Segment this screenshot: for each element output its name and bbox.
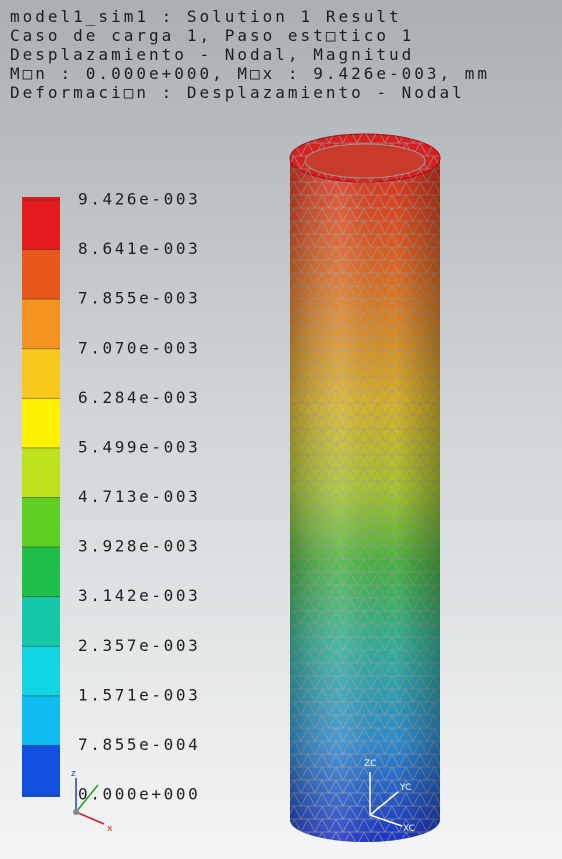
color-band: [22, 498, 60, 548]
axis-label: ZC: [364, 759, 376, 769]
color-band: [22, 547, 60, 597]
legend-label: 7.070e-003: [78, 338, 200, 357]
legend-label: 7.855e-004: [78, 735, 200, 754]
legend-label: 5.499e-003: [78, 437, 200, 456]
axis-label: XC: [403, 824, 415, 834]
color-band: [22, 597, 60, 647]
legend-label: 2.357e-003: [78, 636, 200, 655]
legend-label: 1.571e-003: [78, 685, 200, 704]
header-line: model1_sim1 : Solution 1 Result: [10, 7, 402, 26]
cylinder: [288, 130, 442, 850]
origin: [73, 809, 79, 815]
shading: [288, 130, 442, 850]
legend-label: 9.426e-003: [78, 190, 200, 209]
color-band: [22, 200, 60, 250]
legend-label: 6.284e-003: [78, 388, 200, 407]
header-line: Desplazamiento - Nodal, Magnitud: [10, 45, 414, 64]
color-band: [22, 299, 60, 349]
legend-label: 3.142e-003: [78, 586, 200, 605]
axis-label: x: [107, 824, 113, 834]
header-line: Caso de carga 1, Paso est□tico 1: [10, 26, 414, 45]
header-line: M□n : 0.000e+000, M□x : 9.426e-003, mm: [10, 64, 490, 83]
legend-label: 8.641e-003: [78, 239, 200, 258]
color-band: [22, 448, 60, 498]
color-band: [22, 696, 60, 746]
color-band: [22, 745, 60, 795]
axis-label: YC: [399, 783, 411, 793]
color-band: [22, 398, 60, 448]
color-band: [22, 250, 60, 300]
inner-bore: [305, 144, 425, 178]
color-band: [22, 646, 60, 696]
legend-label: 4.713e-003: [78, 487, 200, 506]
legend-label: 7.855e-003: [78, 289, 200, 308]
viewport: model1_sim1 : Solution 1 Result Caso de …: [0, 0, 562, 859]
header-line: Deformaci□n : Desplazamiento - Nodal: [10, 83, 465, 102]
axis-label: z: [71, 769, 76, 779]
legend-label: 3.928e-003: [78, 537, 200, 556]
color-band: [22, 349, 60, 399]
background: [0, 0, 562, 859]
